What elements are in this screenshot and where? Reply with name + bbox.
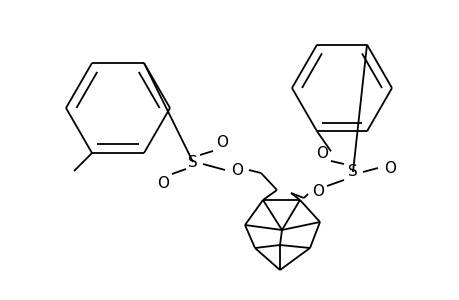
Text: O: O: [311, 184, 323, 200]
Text: O: O: [383, 160, 395, 175]
Text: S: S: [347, 164, 357, 179]
Text: O: O: [216, 134, 228, 149]
Text: O: O: [157, 176, 168, 190]
Text: O: O: [230, 163, 242, 178]
Text: O: O: [315, 146, 327, 160]
Text: S: S: [188, 154, 197, 169]
